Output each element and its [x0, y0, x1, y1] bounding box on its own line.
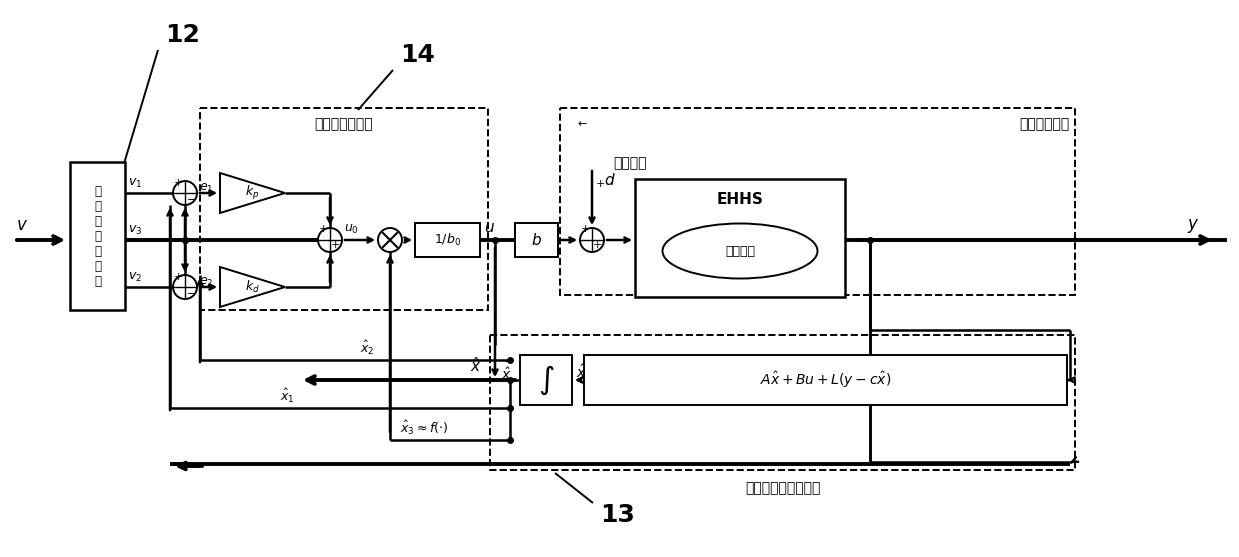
Text: $k_d$: $k_d$ — [245, 279, 260, 295]
Polygon shape — [221, 267, 285, 307]
Text: EHHS: EHHS — [716, 192, 763, 207]
Polygon shape — [221, 173, 285, 213]
Circle shape — [173, 275, 197, 299]
Text: $d$: $d$ — [603, 172, 616, 188]
Text: 14: 14 — [400, 43, 435, 67]
Text: $b$: $b$ — [532, 232, 541, 248]
Text: $\dot{\hat{x}}$: $\dot{\hat{x}}$ — [502, 361, 512, 383]
Bar — [584, 355, 1067, 405]
Bar — [199, 108, 488, 310]
Text: $1/b_0$: $1/b_0$ — [434, 232, 461, 248]
Text: +: + — [593, 240, 602, 250]
Text: 13: 13 — [601, 503, 636, 527]
Text: $\hat{x}$: $\hat{x}$ — [470, 356, 482, 375]
Bar — [515, 223, 558, 257]
Circle shape — [318, 228, 342, 252]
Text: 内部扰动: 内部扰动 — [725, 245, 755, 257]
Text: $u_0$: $u_0$ — [344, 222, 359, 236]
Text: $+$: $+$ — [595, 178, 605, 188]
Text: $\hat{x}_3\approx f(\cdot)$: $\hat{x}_3\approx f(\cdot)$ — [400, 419, 449, 437]
Text: $\hat{x}_1$: $\hat{x}_1$ — [280, 387, 295, 405]
Circle shape — [378, 228, 401, 252]
Circle shape — [580, 228, 603, 252]
Text: $y$: $y$ — [1187, 217, 1199, 235]
Text: 12: 12 — [166, 23, 201, 47]
Bar — [69, 162, 125, 310]
Text: +: + — [581, 224, 590, 234]
Text: $\hat{x}_2$: $\hat{x}_2$ — [361, 339, 374, 357]
Text: +: + — [173, 272, 183, 282]
Text: $v_3$: $v_3$ — [128, 223, 142, 237]
Text: +: + — [331, 240, 341, 250]
Bar — [520, 355, 572, 405]
Text: $-$: $-$ — [186, 193, 196, 203]
Text: $\hat{x}$: $\hat{x}$ — [576, 363, 587, 380]
Text: $A\hat{x}+Bu+L(y-c\hat{x})$: $A\hat{x}+Bu+L(y-c\hat{x})$ — [760, 370, 891, 390]
Bar — [415, 223, 479, 257]
Text: 线性扩张状态观测器: 线性扩张状态观测器 — [745, 481, 820, 495]
Text: $k_p$: $k_p$ — [245, 184, 260, 202]
Text: 参
考
信
号
发
生
器: 参 考 信 号 发 生 器 — [94, 184, 102, 287]
Text: 外部扰动: 外部扰动 — [613, 156, 647, 170]
Ellipse shape — [663, 223, 818, 278]
Bar — [560, 108, 1075, 295]
Text: $u$: $u$ — [484, 219, 496, 234]
Text: $-$: $-$ — [186, 287, 196, 297]
Text: $v$: $v$ — [16, 216, 28, 234]
Bar — [636, 179, 845, 297]
Bar — [489, 335, 1075, 470]
Text: 状态空间模型: 状态空间模型 — [1020, 117, 1070, 131]
Text: 状态反馈控制器: 状态反馈控制器 — [315, 117, 373, 131]
Text: $\int$: $\int$ — [538, 363, 554, 397]
Text: +: + — [173, 178, 183, 188]
Text: +: + — [318, 224, 328, 234]
Text: $e_1$: $e_1$ — [199, 182, 213, 194]
Text: $v_2$: $v_2$ — [128, 271, 142, 284]
Text: $v_1$: $v_1$ — [128, 177, 142, 189]
Text: $e_2$: $e_2$ — [199, 276, 213, 289]
Text: $\leftarrow$: $\leftarrow$ — [575, 118, 587, 128]
Circle shape — [173, 181, 197, 205]
